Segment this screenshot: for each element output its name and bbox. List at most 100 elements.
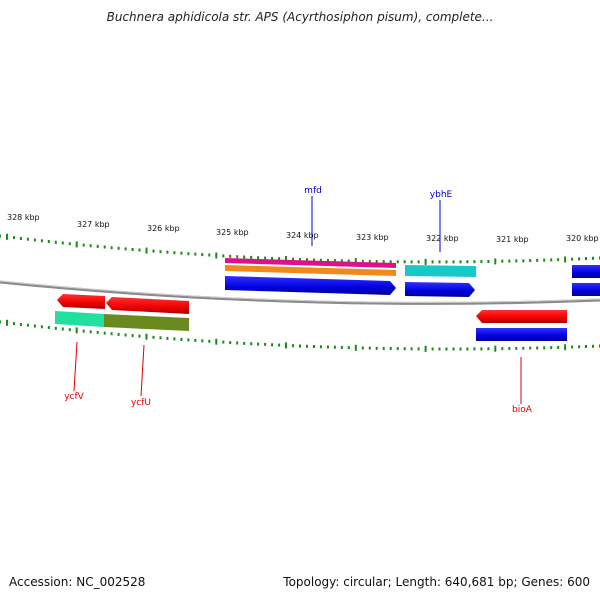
gene-arrow-forward[interactable]: [572, 265, 600, 278]
gene-arrow-forward[interactable]: [572, 283, 600, 296]
major-tick: [145, 247, 148, 254]
minor-tick: [417, 260, 420, 264]
minor-tick: [166, 250, 169, 254]
gene-label-mfd[interactable]: mfd: [304, 186, 322, 196]
major-tick: [564, 344, 567, 351]
minor-tick: [403, 347, 406, 351]
genome-backbone: [0, 280, 600, 305]
minor-tick: [508, 259, 511, 263]
minor-tick: [68, 242, 71, 246]
gene-arrow-reverse[interactable]: [476, 310, 567, 323]
minor-tick: [152, 335, 155, 339]
feature-orange[interactable]: [225, 265, 396, 276]
minor-tick: [61, 327, 64, 331]
minor-tick: [271, 256, 274, 260]
minor-tick: [473, 347, 476, 351]
minor-tick: [264, 342, 267, 346]
major-tick: [6, 319, 8, 326]
minor-tick: [110, 246, 113, 250]
minor-tick: [82, 243, 85, 247]
minor-tick: [0, 234, 1, 238]
feature-magenta[interactable]: [225, 258, 396, 268]
minor-tick: [40, 239, 43, 243]
feature-cyan[interactable]: [405, 265, 476, 277]
minor-tick: [410, 260, 413, 264]
minor-tick: [452, 347, 455, 351]
minor-tick: [96, 330, 99, 334]
gene-arrow-reverse[interactable]: [57, 294, 105, 309]
minor-tick: [466, 260, 469, 264]
minor-tick: [375, 346, 378, 350]
minor-tick: [459, 347, 462, 351]
minor-tick: [592, 344, 594, 348]
major-tick: [424, 258, 427, 265]
minor-tick: [96, 244, 99, 248]
minor-tick: [208, 339, 211, 343]
minor-tick: [0, 320, 1, 324]
label-leader: [73, 341, 78, 392]
minor-tick: [208, 253, 211, 257]
gene-label-ycfU[interactable]: ycfU: [131, 398, 151, 408]
minor-tick: [68, 328, 71, 332]
minor-tick: [229, 341, 232, 345]
minor-tick: [585, 345, 587, 348]
minor-tick: [382, 260, 385, 264]
kbp-label: 326 kbp: [147, 224, 180, 233]
minor-tick: [543, 346, 546, 350]
minor-tick: [501, 259, 504, 263]
minor-tick: [347, 259, 350, 263]
gene-label-ybhE[interactable]: ybhE: [430, 190, 453, 200]
minor-tick: [508, 347, 511, 350]
minor-tick: [319, 258, 322, 262]
minor-tick: [313, 345, 315, 348]
minor-tick: [180, 251, 183, 255]
accession-text: Accession: NC_002528: [9, 575, 146, 589]
minor-tick: [410, 347, 413, 351]
minor-tick: [187, 338, 190, 342]
major-tick: [145, 333, 148, 340]
feature-teal[interactable]: [55, 311, 104, 327]
minor-tick: [117, 246, 120, 250]
minor-tick: [333, 259, 336, 263]
gene-label-bioA[interactable]: bioA: [512, 405, 533, 415]
gene-arrow-reverse[interactable]: [106, 297, 189, 314]
minor-tick: [543, 258, 546, 262]
feature-olive[interactable]: [104, 314, 189, 331]
minor-tick: [578, 257, 581, 261]
minor-tick: [452, 260, 455, 264]
major-tick: [354, 258, 357, 265]
minor-tick: [550, 258, 553, 262]
minor-tick: [571, 257, 574, 261]
gene-arrow-forward[interactable]: [476, 328, 567, 341]
minor-tick: [389, 347, 392, 350]
minor-tick: [361, 259, 364, 263]
minor-tick: [445, 347, 448, 351]
minor-tick: [89, 330, 92, 334]
minor-tick: [54, 326, 57, 330]
minor-tick: [61, 241, 64, 245]
minor-tick: [173, 251, 176, 255]
gene-arrow-forward[interactable]: [225, 276, 396, 295]
minor-tick: [47, 240, 50, 243]
minor-tick: [152, 249, 155, 253]
minor-tick: [264, 256, 267, 260]
minor-tick: [103, 245, 106, 249]
minor-tick: [340, 259, 343, 263]
feature-track-lower: [55, 294, 567, 341]
genome-backbone-highlight: [0, 280, 600, 303]
minor-tick: [194, 252, 197, 256]
minor-tick: [19, 323, 22, 326]
minor-tick: [13, 322, 15, 326]
minor-tick: [368, 346, 371, 350]
minor-tick: [257, 342, 260, 346]
feature-track-upper: [225, 258, 600, 297]
gene-arrow-forward[interactable]: [405, 282, 475, 297]
minor-tick: [222, 254, 225, 258]
minor-tick: [403, 260, 406, 264]
minor-tick: [368, 259, 371, 263]
gene-label-ycfV[interactable]: ycfV: [64, 392, 84, 402]
kbp-label: 322 kbp: [426, 234, 459, 243]
minor-tick: [229, 254, 232, 258]
minor-tick: [487, 260, 490, 263]
